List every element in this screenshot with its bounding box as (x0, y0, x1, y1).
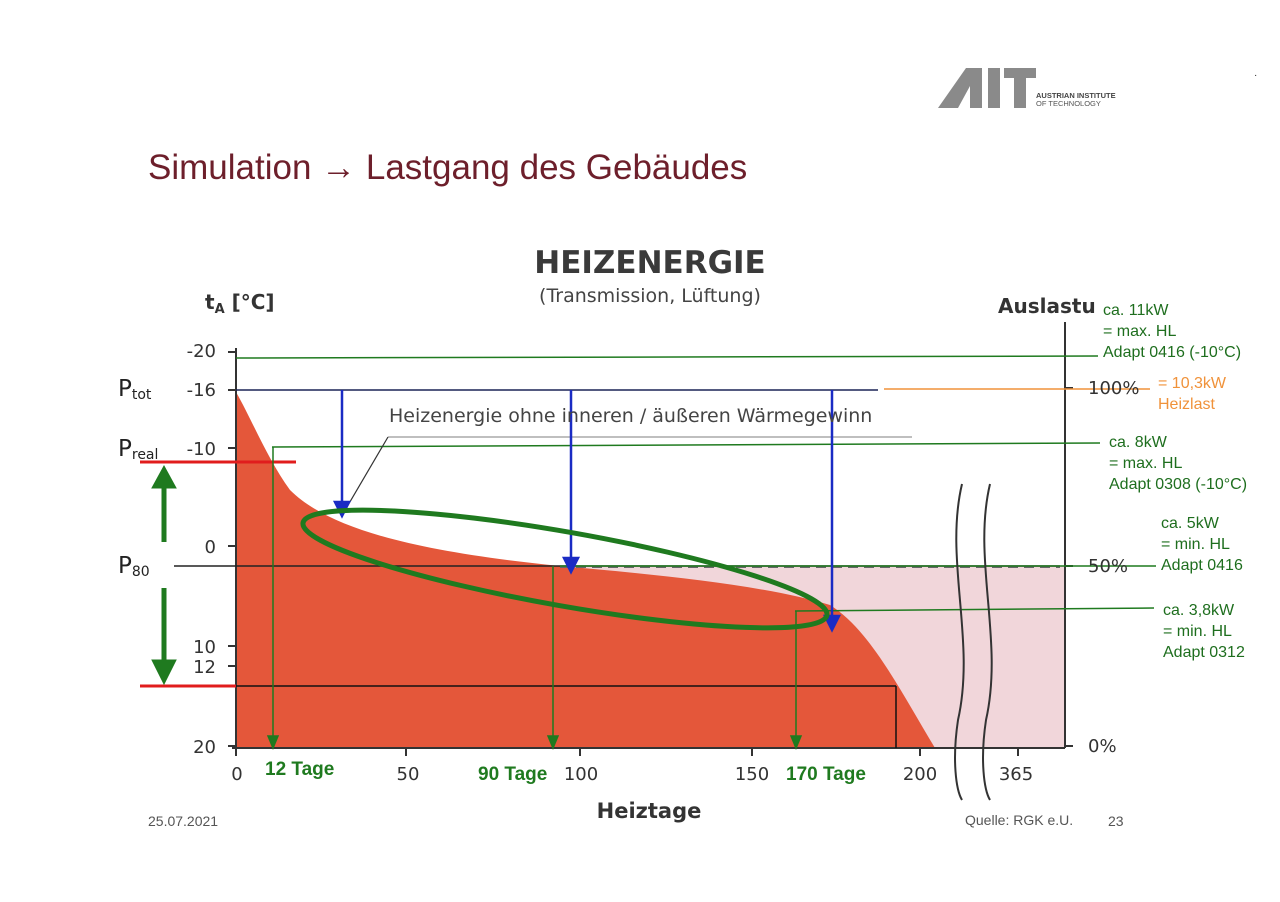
day-marker-90: 90 Tage (478, 764, 547, 785)
bottom-tick-label: 365 (999, 764, 1033, 785)
left-tick-label: -20 (187, 341, 216, 362)
slide-date: 25.07.2021 (148, 813, 219, 829)
slide-source: Quelle: RGK e.U. (965, 812, 1074, 828)
green-up-arrow (151, 464, 177, 542)
bottom-tick-label: 100 (564, 764, 598, 785)
annotation-8kw: ca. 8kW = max. HL Adapt 0308 (-10°C) (1109, 434, 1248, 493)
right-tick-label: 100% (1088, 378, 1139, 399)
left-tick-marks (228, 351, 236, 747)
power-labels: Ptot Preal P80 (118, 376, 158, 580)
green-day-arrows (266, 447, 803, 750)
bottom-tick-label: 200 (903, 764, 937, 785)
p-real-label: Preal (118, 436, 158, 463)
y-axis-label: tA [°C] (205, 290, 275, 317)
max-hl-11kw-line (235, 355, 1099, 359)
annotation-heizlast: = 10,3kW Heizlast (1158, 375, 1227, 413)
left-tick-label: -10 (187, 439, 216, 460)
left-tick-label: 20 (193, 737, 216, 758)
operating-range-ellipse (300, 507, 830, 631)
min-hl-3-8kw-line (794, 607, 1155, 612)
left-tick-label: -16 (187, 380, 216, 401)
bottom-tick-label: 150 (735, 764, 769, 785)
heating-energy-area (236, 392, 935, 748)
axis-break-mark-2 (982, 483, 993, 801)
max-hl-8kw-line (271, 442, 1101, 448)
x-axis-label: Heiztage (597, 799, 702, 823)
logo-text: AUSTRIAN INSTITUTE OF TECHNOLOGY (1036, 91, 1116, 108)
right-tick-label: 50% (1088, 556, 1128, 577)
annotation-5kw: ca. 5kW = min. HL Adapt 0416 (1161, 515, 1243, 574)
day-marker-170: 170 Tage (786, 764, 866, 785)
diagram-title: HEIZENERGIE (534, 245, 765, 281)
bottom-tick-labels: 0 50 100 150 200 365 (231, 764, 1033, 785)
corner-dot: · (1254, 70, 1258, 81)
right-axis-label: Auslastu (998, 294, 1096, 318)
left-tick-label: 10 (193, 637, 216, 658)
right-tick-label: 0% (1088, 736, 1117, 757)
slide-title: Simulation → Lastgang des Gebäudes (148, 148, 748, 187)
bottom-tick-label: 50 (397, 764, 420, 785)
annotation-3-8kw: ca. 3,8kW = min. HL Adapt 0312 (1163, 602, 1245, 661)
curve-label: Heizenergie ohne inneren / äußeren Wärme… (389, 405, 872, 427)
slide-page-number: 23 (1108, 813, 1124, 829)
right-tick-labels: 100% 50% 0% (1088, 378, 1139, 757)
day-marker-12: 12 Tage (265, 759, 334, 780)
ait-logo (938, 68, 1036, 108)
green-down-arrow (151, 588, 177, 686)
annotation-11kw: ca. 11kW = max. HL Adapt 0416 (-10°C) (1103, 302, 1242, 361)
bottom-tick-label: 0 (231, 764, 242, 785)
p-80-label: P80 (118, 553, 150, 580)
left-tick-label: 0 (205, 537, 216, 558)
diagram-subtitle: (Transmission, Lüftung) (539, 285, 761, 307)
right-tick-marks (1065, 387, 1073, 747)
bottom-tick-marks (235, 748, 1019, 756)
axis-break-mark-1 (954, 483, 965, 801)
label-pointer-diagonal (343, 436, 389, 513)
left-tick-label: 12 (193, 657, 216, 678)
day-markers: 12 Tage 90 Tage 170 Tage (265, 759, 866, 785)
p-tot-label: Ptot (118, 376, 152, 403)
left-tick-labels: -20 -16 -10 0 10 12 20 (187, 341, 216, 758)
blue-arrows (332, 390, 842, 633)
